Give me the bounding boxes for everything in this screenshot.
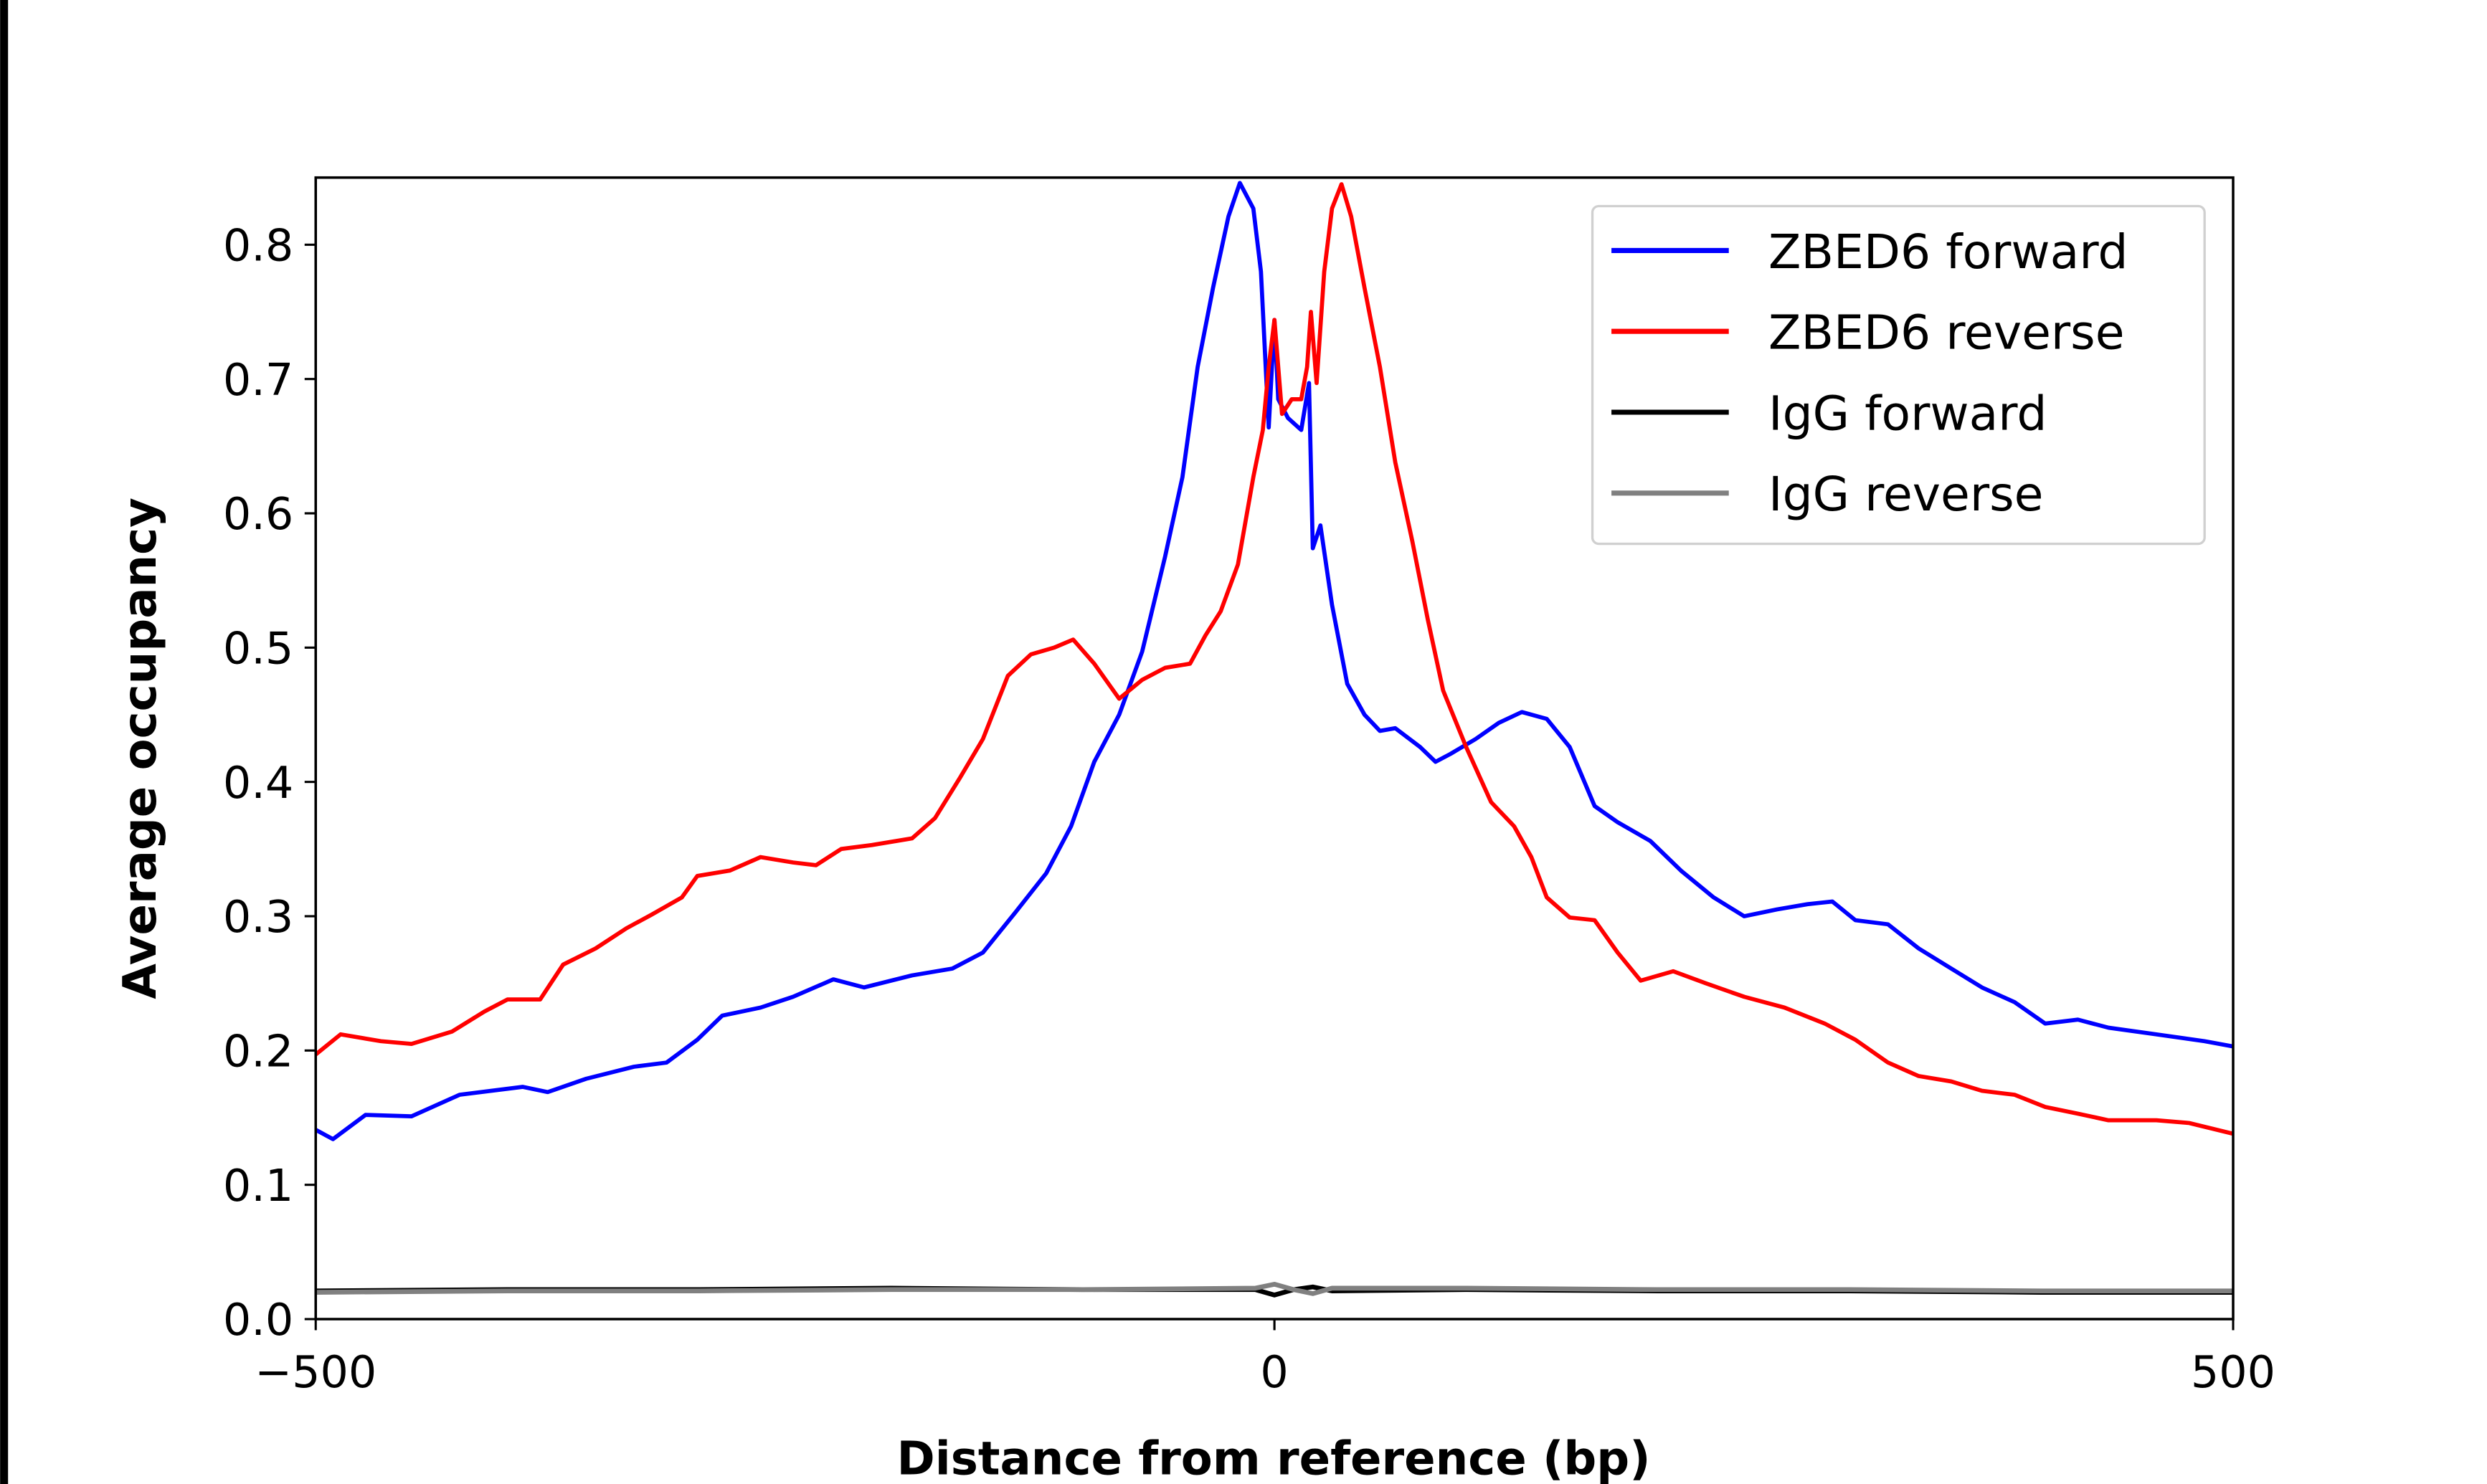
legend: ZBED6 forward ZBED6 reverse IgG forward IgG…: [1591, 204, 2206, 546]
y-tick-label: 0.6: [223, 488, 293, 540]
y-tick-label: 0.1: [223, 1160, 293, 1212]
y-tick-label: 0.3: [223, 891, 293, 943]
legend-label-igg-reverse: IgG reverse: [1768, 466, 2043, 522]
series-line-zbed6-forward: [316, 181, 2234, 1141]
legend-label-igg-forward: IgG forward: [1768, 385, 2047, 441]
y-tick-label: 0.2: [223, 1025, 293, 1077]
legend-label-zbed6-forward: ZBED6 forward: [1768, 224, 2128, 280]
series-line-zbed6-reverse: [316, 182, 2234, 1136]
x-tick-label: 0: [1260, 1346, 1288, 1398]
y-axis-label: Average occupancy: [113, 498, 167, 999]
y-tick-label: 0.8: [223, 219, 293, 271]
x-axis-label: Distance from reference (bp): [897, 1432, 1651, 1484]
y-axis: 0.0 0.1 0.2 0.3 0.4 0.5 0.6 0.7 0.8: [223, 219, 316, 1346]
legend-label-zbed6-reverse: ZBED6 reverse: [1768, 305, 2125, 361]
y-tick-label: 0.4: [223, 757, 293, 809]
series-line-igg-reverse: [316, 1282, 2234, 1296]
left-border: [0, 0, 9, 1484]
x-tick-label: −500: [255, 1346, 376, 1398]
y-tick-label: 0.5: [223, 622, 293, 674]
series-layer: [316, 181, 2234, 1298]
y-tick-label: 0.7: [223, 354, 293, 406]
legend-box: [1591, 204, 2206, 546]
x-axis: −500 0 500: [255, 1319, 2275, 1398]
y-tick-label: 0.0: [223, 1294, 293, 1346]
x-tick-label: 500: [2191, 1346, 2275, 1398]
